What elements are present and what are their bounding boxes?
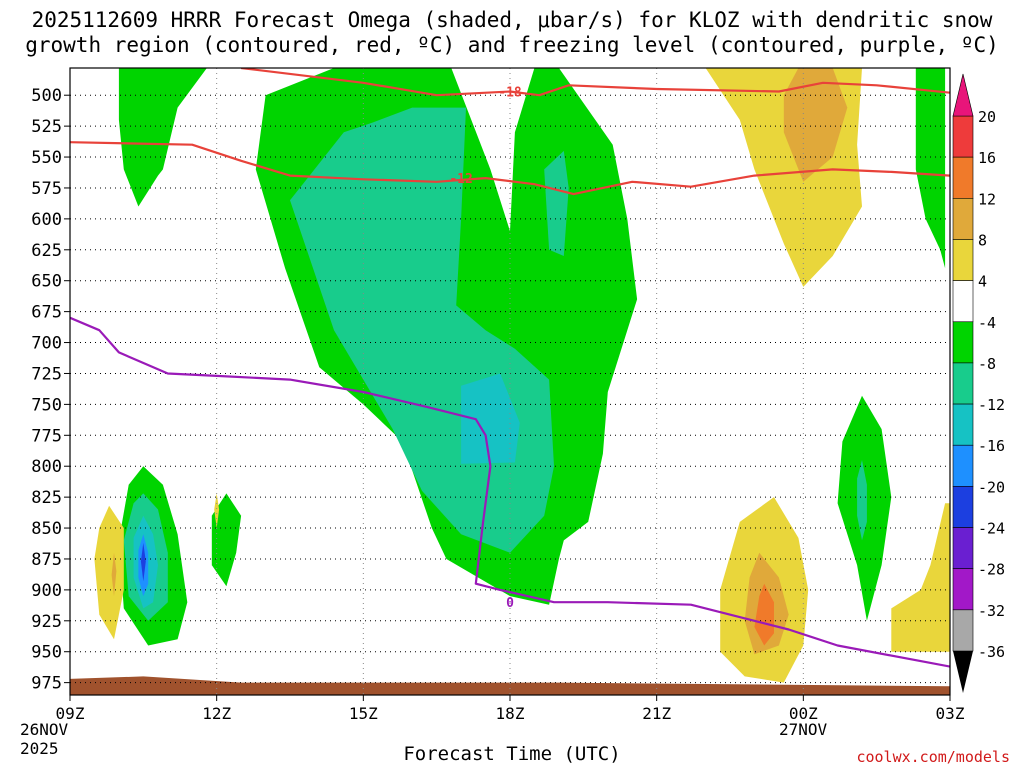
- colorbar-band: [952, 321, 974, 364]
- colorbar-tick-label: -16: [978, 437, 1005, 455]
- colorbar-tick-label: -20: [978, 478, 1005, 496]
- chart-title-line2: growth region (contoured, red, ºC) and f…: [25, 33, 999, 57]
- colorbar-band: [952, 362, 974, 405]
- colorbar: 20 16 12 8 4 -4 -8 -12 -16 -20 -24 -28 -32 -36: [952, 73, 1005, 693]
- y-tick-label: 825: [31, 488, 62, 508]
- y-tick-label: 800: [31, 457, 62, 477]
- contour-lines: -18 -12 0: [70, 68, 950, 668]
- omega-orange-left: [111, 552, 117, 597]
- x-tick-label: 15Z: [349, 704, 378, 723]
- next-day: 27NOV: [779, 720, 828, 739]
- y-tick-label: 500: [31, 86, 62, 106]
- y-tick-label: 975: [31, 674, 62, 694]
- colorbar-tick-label: -28: [978, 561, 1005, 579]
- colorbar-tick-label: -32: [978, 602, 1005, 620]
- colorbar-tick-label: -12: [978, 396, 1005, 414]
- omega-green-edge: [915, 68, 946, 269]
- colorbar-band: [952, 156, 974, 199]
- y-tick-label: 750: [31, 395, 62, 415]
- omega-cyan-main: [461, 373, 520, 464]
- x-tick-label: 09Z: [56, 704, 85, 723]
- omega-tan-upper: [783, 68, 848, 182]
- dendritic-contour-1-line: [70, 141, 950, 196]
- colorbar-tick-label: 8: [978, 231, 987, 249]
- colorbar-band: [952, 403, 974, 446]
- colorbar-tick-label: 12: [978, 190, 996, 208]
- start-date-label: 26NOV 2025: [20, 720, 68, 758]
- colorbar-tick-label: 4: [978, 273, 987, 291]
- colorbar-band: [952, 568, 974, 611]
- x-tick-label: 18Z: [496, 704, 525, 723]
- omega-teal-upper-right: [544, 150, 569, 256]
- y-tick-label: 525: [31, 117, 62, 137]
- omega-teal-right: [857, 460, 867, 541]
- y-tick-label: 925: [31, 612, 62, 632]
- y-tick-label: 575: [31, 179, 62, 199]
- colorbar-band: [952, 280, 974, 323]
- chart-title-line1: 2025112609 HRRR Forecast Omega (shaded, …: [31, 8, 993, 32]
- omega-orange-lower: [754, 583, 774, 646]
- terrain: [70, 676, 950, 695]
- x-axis-label: Forecast Time (UTC): [403, 743, 621, 765]
- colorbar-top-arrow: [952, 73, 974, 117]
- start-year: 2025: [20, 739, 59, 758]
- credit-link[interactable]: coolwx.com/models: [856, 748, 1010, 766]
- start-day: 26NOV: [20, 720, 69, 739]
- freezing-level-label: 0: [506, 596, 514, 611]
- y-tick-label: 875: [31, 550, 62, 570]
- colorbar-band: [952, 115, 974, 158]
- omega-yellow-left: [94, 505, 124, 640]
- y-tick-label: 700: [31, 334, 62, 354]
- chart-title: 2025112609 HRRR Forecast Omega (shaded, …: [0, 8, 1024, 58]
- colorbar-band: [952, 486, 974, 528]
- y-tick-label: 950: [31, 643, 62, 663]
- x-tick-label: 00Z: [789, 704, 818, 723]
- next-date-label: 27NOV: [779, 720, 827, 739]
- dendritic-contour-0-line: [240, 68, 950, 97]
- x-tick-label: 03Z: [936, 704, 965, 723]
- freezing-level-line: [70, 316, 950, 668]
- x-axis: 09Z 12Z 15Z 18Z 21Z 00Z 03Z: [56, 695, 965, 723]
- y-tick-label: 900: [31, 581, 62, 601]
- omega-green-top-left: [118, 68, 207, 207]
- y-tick-label: 675: [31, 303, 62, 323]
- colorbar-band: [952, 527, 974, 569]
- colorbar-tick-label: -36: [978, 643, 1005, 661]
- omega-yellow-tiny: [214, 493, 220, 528]
- colorbar-band: [952, 444, 974, 487]
- colorbar-tick-label: -4: [978, 314, 996, 332]
- colorbar-tick-label: 16: [978, 149, 996, 167]
- y-tick-label: 775: [31, 426, 62, 446]
- y-tick-label: 650: [31, 272, 62, 292]
- colorbar-bottom-arrow: [953, 651, 973, 693]
- colorbar-band: [952, 198, 974, 240]
- x-tick-label: 12Z: [202, 704, 231, 723]
- gridlines: [70, 68, 950, 695]
- colorbar-tick-label: 20: [978, 108, 996, 126]
- y-tick-label: 600: [31, 210, 62, 230]
- omega-shading: [70, 68, 950, 695]
- dendritic-contour-0-label: -18: [498, 85, 522, 100]
- omega-yellow-edge: [891, 503, 950, 652]
- y-tick-label: 625: [31, 241, 62, 261]
- colorbar-band: [952, 239, 974, 281]
- colorbar-tick-label: -8: [978, 355, 996, 373]
- x-tick-label: 21Z: [642, 704, 671, 723]
- colorbar-band: [952, 609, 974, 652]
- y-tick-label: 550: [31, 148, 62, 168]
- colorbar-tick-label: -24: [978, 520, 1005, 538]
- omega-blue-left-blob: [140, 542, 146, 582]
- y-tick-label: 725: [31, 364, 62, 384]
- y-tick-label: 850: [31, 519, 62, 539]
- dendritic-contour-1-label: -12: [449, 172, 472, 187]
- y-axis: 500 525 550 575 600 625 650 675 700 725 750 775 800 8…: [31, 86, 70, 694]
- omega-green-small-mid: [211, 493, 242, 587]
